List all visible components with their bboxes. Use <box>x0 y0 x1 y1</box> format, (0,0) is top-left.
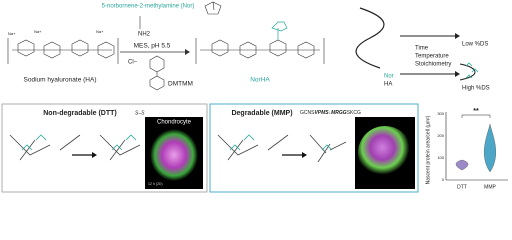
ha-structure <box>7 38 119 64</box>
y-tick-label: 100 <box>437 155 444 160</box>
seq-part: VPMS <box>314 110 329 116</box>
norbornene-icon <box>204 1 222 15</box>
amine: NH2 <box>138 32 151 38</box>
panel-title: Degradable (MMP) <box>231 110 292 117</box>
y-tick-label: 200 <box>437 133 444 138</box>
y-axis-label: Nascent protein area/cell (µm²) <box>425 115 431 184</box>
violin <box>455 159 469 171</box>
significance-bracket <box>461 114 491 118</box>
arrow-head <box>302 152 307 158</box>
network <box>217 134 289 161</box>
seq-part: MRGG <box>331 110 347 116</box>
norbornene-groups <box>465 62 479 79</box>
cell <box>150 129 198 181</box>
network <box>9 134 81 161</box>
arrow-head <box>455 71 460 77</box>
norha-structure <box>195 21 325 64</box>
seq-part: ↓ <box>329 110 332 116</box>
group-label: MMP <box>484 184 496 190</box>
y-tick-label: 300 <box>437 111 444 116</box>
product-label: NorHA <box>250 77 270 84</box>
cell <box>358 126 412 180</box>
y-tick-label: 0 <box>442 177 445 182</box>
seq-part: SKCG <box>347 110 361 116</box>
arrow-head <box>92 152 97 158</box>
seq-part: GCNS <box>300 110 315 116</box>
ha-short: HA <box>384 82 392 88</box>
counterion: Na+ <box>34 29 42 34</box>
figure: 5-norbornene-2-methylamine (Nor) NH2 Na+… <box>1 1 508 193</box>
network <box>99 134 141 161</box>
peptide-sequence: GCNSVPMS↓MRGGSKCG <box>300 110 361 116</box>
coupling-agent: DMTMM <box>168 81 193 88</box>
linker: S–S <box>135 110 145 116</box>
arrow-head <box>455 33 460 39</box>
panel-title: Non-degradable (DTT) <box>43 110 117 117</box>
high-ds: High %DS <box>462 86 490 92</box>
scale-label: 12 h (2D) <box>148 182 163 186</box>
factor: Stoichiometry <box>415 62 451 68</box>
nor-label: Nor <box>384 74 394 80</box>
degraded-network <box>309 134 347 163</box>
low-ds: Low %DS <box>462 42 488 48</box>
cell-label: Chondrocyte <box>157 120 192 126</box>
polymer-chain <box>459 63 476 81</box>
arrow-head <box>185 49 190 55</box>
dmtmm-structure <box>149 55 165 91</box>
factor: Time <box>415 46 429 52</box>
conditions: MES, pH 5.5 <box>134 43 171 50</box>
crosslinks <box>321 144 333 151</box>
group-label: DTT <box>457 184 467 190</box>
violin <box>483 123 497 173</box>
chloride: Cl− <box>128 60 138 66</box>
crosslinks <box>229 134 255 151</box>
significance: ** <box>473 108 479 115</box>
crosslinks <box>111 134 137 151</box>
polymer-chain <box>355 7 385 69</box>
crosslinks <box>21 134 47 151</box>
reagent-name: 5-norbornene-2-methylamine (Nor) <box>102 4 195 10</box>
counterion: Na+ <box>96 29 104 34</box>
ha-label: Sodium hyaluronate (HA) <box>24 77 97 84</box>
factor: Temperature <box>415 54 449 60</box>
counterion: Na+ <box>8 31 16 36</box>
